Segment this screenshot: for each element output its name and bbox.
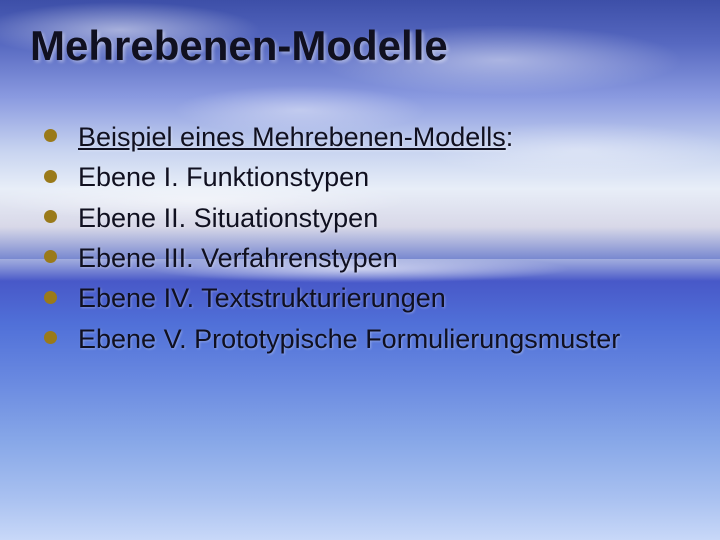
- list-item: Ebene V. Prototypische Formulierungsmust…: [44, 320, 690, 358]
- list-item: Ebene III. Verfahrenstypen: [44, 239, 690, 277]
- list-item: Beispiel eines Mehrebenen-Modells:: [44, 118, 690, 156]
- list-item: Ebene II. Situationstypen: [44, 199, 690, 237]
- bullet-list: Beispiel eines Mehrebenen-Modells: Ebene…: [30, 118, 690, 358]
- list-item: Ebene I. Funktionstypen: [44, 158, 690, 196]
- list-item: Ebene IV. Textstrukturierungen: [44, 279, 690, 317]
- slide: Mehrebenen-Modelle Beispiel eines Mehreb…: [0, 0, 720, 540]
- slide-content: Mehrebenen-Modelle Beispiel eines Mehreb…: [0, 0, 720, 358]
- slide-title: Mehrebenen-Modelle: [30, 22, 690, 70]
